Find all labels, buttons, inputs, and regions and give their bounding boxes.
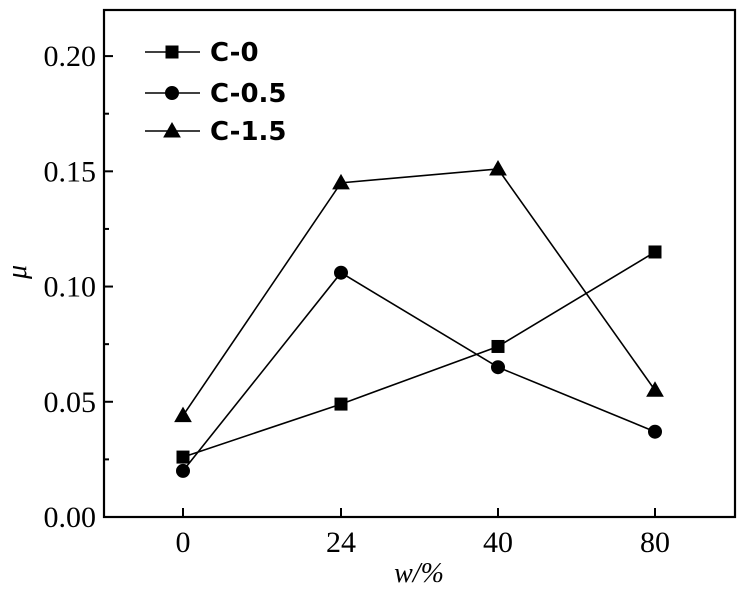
legend-label: C-1.5 (210, 117, 287, 147)
y-tick-label: 0.05 (44, 386, 97, 419)
legend-marker (165, 45, 179, 59)
y-tick-label: 0.10 (44, 271, 97, 304)
data-point (648, 424, 662, 439)
legend-item: C-0.5 (145, 79, 287, 109)
data-point (491, 339, 505, 353)
data-point (489, 160, 507, 176)
y-axis-title: μ (2, 265, 33, 280)
series-layer (174, 160, 664, 478)
data-point (334, 265, 348, 280)
data-point (646, 381, 664, 397)
y-tick-label: 0.15 (44, 155, 97, 188)
series-2 (176, 265, 662, 478)
series-1 (176, 245, 662, 464)
legend-label: C-0 (210, 38, 259, 68)
x-axis: 0 24 40 80 (176, 508, 670, 559)
data-point (176, 463, 190, 478)
y-tick-label: 0.00 (44, 501, 97, 534)
series-line (182, 168, 656, 417)
x-tick-label: 80 (640, 526, 670, 559)
legend: C-0 C-0.5 C-1.5 (145, 38, 287, 147)
legend-item: C-1.5 (145, 117, 287, 147)
legend-item: C-0 (145, 38, 259, 68)
data-point (332, 173, 350, 190)
plot-frame (102, 8, 737, 519)
series-3 (174, 160, 664, 423)
data-point (174, 406, 192, 423)
data-point (176, 450, 190, 464)
x-tick-label: 24 (326, 526, 356, 559)
data-point (491, 360, 505, 375)
series-line (182, 251, 656, 458)
legend-marker (165, 86, 179, 100)
x-tick-label: 40 (483, 526, 513, 559)
y-axis: 0.00 0.05 0.10 0.15 0.20 (44, 40, 113, 534)
legend-label: C-0.5 (210, 79, 287, 109)
data-point (334, 397, 348, 411)
y-tick-label: 0.20 (44, 40, 97, 73)
x-tick-label: 0 (176, 526, 191, 559)
data-point (648, 245, 662, 259)
legend-marker (163, 121, 181, 138)
x-axis-title: w/% (394, 558, 444, 589)
series-line (182, 271, 656, 472)
